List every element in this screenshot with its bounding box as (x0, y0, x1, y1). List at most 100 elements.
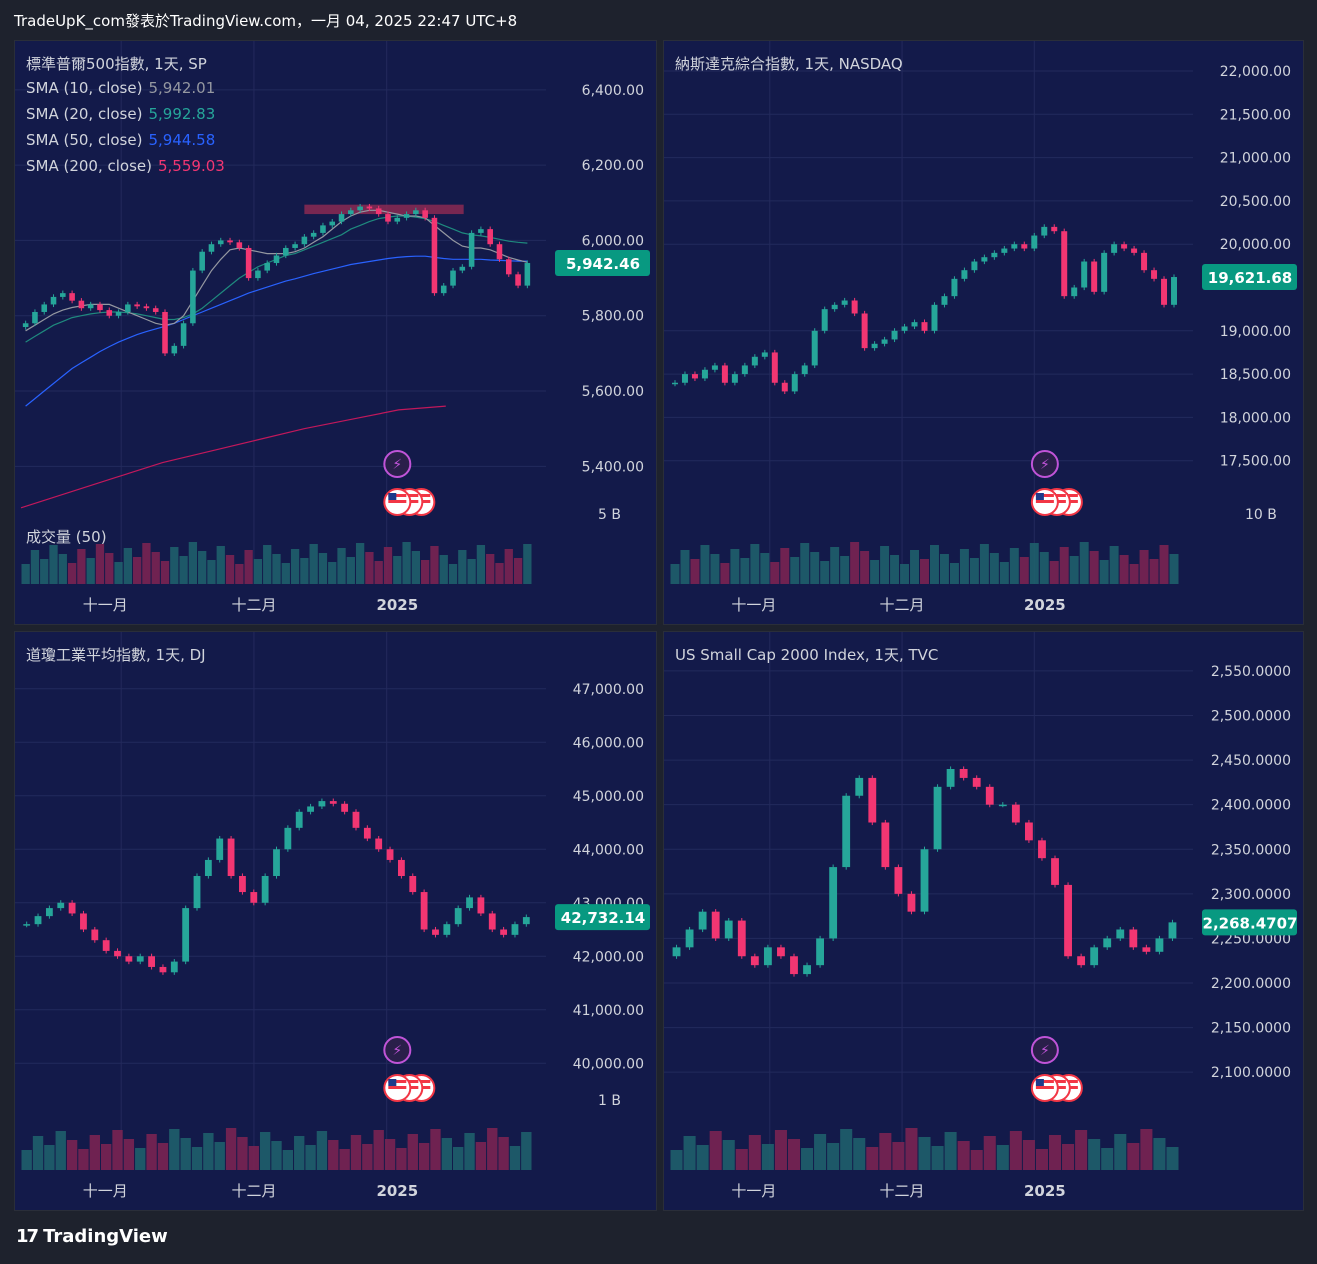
volume-bar (44, 1145, 55, 1170)
y-tick-label: 45,000.00 (573, 789, 644, 805)
volume-bar (1159, 545, 1169, 584)
candle-body (57, 902, 65, 909)
candle-body (971, 261, 978, 271)
volume-bar (944, 1132, 957, 1170)
volume-bar (170, 547, 179, 584)
volume-bar (123, 1139, 135, 1170)
tradingview-footer[interactable]: 17 TradingView (16, 1226, 168, 1247)
candle-body (698, 911, 707, 930)
flag-stripe (388, 500, 407, 503)
flag-canton (1035, 493, 1044, 500)
y-tick-label: 41,000.00 (573, 1003, 644, 1019)
candle-body (505, 259, 512, 275)
y-tick-label: 5,800.00 (582, 309, 644, 325)
chart-panel-rut[interactable]: 2,550.0000 2,500.0000 2,450.0000 2,400.0000… (663, 631, 1304, 1211)
candle-body (329, 801, 337, 804)
volume-bar (1149, 559, 1159, 584)
chart-panel-sp[interactable]: 6,400.00 6,200.00 6,000.00 5,800.00 5,600.00… (14, 40, 657, 625)
volume-bar (866, 1147, 879, 1170)
candle-body (724, 920, 733, 939)
volume-bar (188, 542, 198, 584)
volume-bar (523, 544, 532, 584)
volume-bar (521, 1132, 532, 1170)
candle-body (1038, 840, 1046, 859)
volume-bar (271, 1141, 282, 1170)
volume-bar (710, 554, 720, 584)
volume-bar (760, 553, 770, 584)
candle-body (515, 274, 521, 286)
sma-legend-item[interactable]: SMA (200, close) 5,559.03 (26, 157, 225, 175)
volume-bar (169, 1129, 180, 1170)
candle-body (691, 374, 698, 379)
volume-bar (214, 1142, 225, 1170)
candle-body (148, 956, 155, 967)
x-tick-label: 十二月 (880, 1182, 925, 1200)
sma-legend-label: SMA (20, close) (26, 105, 143, 123)
sma-legend-item[interactable]: SMA (20, close) 5,992.83 (26, 105, 215, 123)
sma-legend-item[interactable]: SMA (10, close) 5,942.01 (26, 79, 215, 97)
candle-body (711, 365, 718, 370)
sma-legend-value: 5,942.01 (148, 79, 216, 97)
candle-body (741, 365, 748, 375)
volume-bar (498, 1137, 509, 1170)
last-price-label: 19,621.68 (1208, 269, 1292, 287)
volume-bar (179, 556, 188, 584)
chart-svg: 47,000.0046,000.0045,000.0044,000.0043,0… (15, 632, 650, 1200)
volume-bar (722, 1140, 735, 1170)
candle-body (861, 313, 868, 349)
volume-bar (100, 1144, 112, 1170)
volume-bar (761, 1144, 774, 1170)
candle-body (841, 300, 848, 305)
candle-body (721, 365, 728, 383)
volume-bar (850, 542, 860, 584)
candle-body (22, 323, 29, 328)
last-price-badge (1202, 909, 1297, 936)
volume-bar (355, 543, 365, 584)
volume-bar (282, 1150, 294, 1170)
candle-body (1061, 231, 1068, 297)
x-tick-label: 十二月 (880, 596, 925, 614)
volume-bar (439, 555, 448, 584)
volume-bar (441, 1138, 453, 1170)
sma-legend-item[interactable]: SMA (50, close) 5,944.58 (26, 131, 215, 149)
volume-bar (467, 559, 476, 584)
chart-panel-nasdaq[interactable]: 22,000.00 21,500.00 21,000.00 20,500.00 20,0… (663, 40, 1304, 625)
volume-bar (890, 555, 900, 584)
volume-bar (180, 1138, 191, 1170)
y-tick-label: 2,400.0000 (1211, 798, 1291, 814)
candle-body (338, 214, 345, 222)
volume-bar (135, 1148, 146, 1170)
candle-body (1091, 261, 1098, 292)
volume-bar (740, 558, 750, 584)
volume-bar (814, 1134, 827, 1170)
candle-body (751, 356, 758, 366)
candle-body (1041, 226, 1048, 236)
volume-bar (259, 1132, 271, 1170)
last-price-badge (555, 904, 650, 931)
volume-bar (411, 551, 421, 584)
volume-bar (709, 1131, 722, 1170)
volume-bar (339, 1149, 350, 1170)
last-price-badge (555, 250, 650, 277)
lightning-glyph: ⚡ (392, 457, 402, 473)
candle-body (868, 777, 877, 823)
candle-body (307, 806, 314, 812)
flag-stripe (388, 494, 407, 497)
volume-bar (690, 559, 700, 584)
chart-svg: 6,400.00 6,200.00 6,000.00 5,800.00 5,600.00… (15, 41, 650, 614)
volume-bar (735, 1149, 748, 1170)
volume-bar (1140, 1129, 1153, 1170)
candle-body (803, 965, 811, 975)
volume-bar (957, 1141, 970, 1170)
tradingview-logo-icon: 17 (16, 1226, 39, 1247)
volume-bar (328, 1140, 339, 1170)
resistance-zone (304, 204, 464, 215)
volume-bar (509, 1146, 521, 1170)
chart-panel-dj[interactable]: 47,000.00 46,000.00 45,000.00 44,000.00 43,0… (14, 631, 657, 1211)
volume-bar (1059, 547, 1069, 584)
candle-body (357, 206, 363, 211)
sma-legend-value: 5,559.03 (158, 157, 225, 175)
x-tick-label: 2025 (376, 596, 418, 614)
candle-body (831, 304, 838, 310)
candle-body (816, 938, 825, 966)
